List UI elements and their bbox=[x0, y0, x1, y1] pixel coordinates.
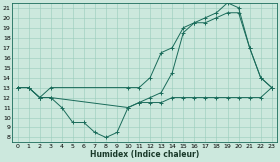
X-axis label: Humidex (Indice chaleur): Humidex (Indice chaleur) bbox=[90, 150, 199, 159]
